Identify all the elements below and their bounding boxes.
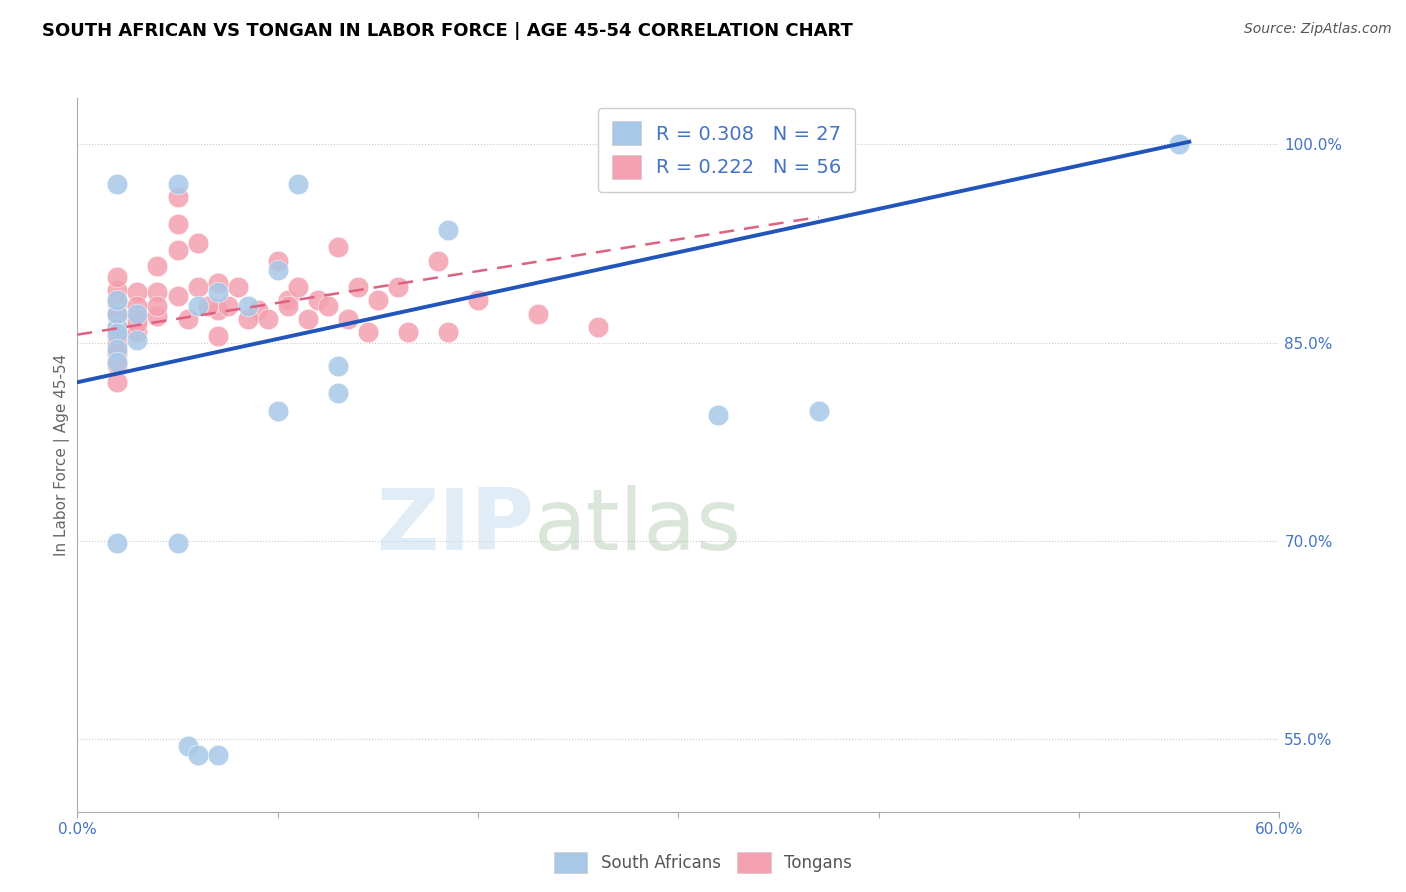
Point [107,296,129,310]
Point [166,243,188,257]
Point [166,217,188,231]
Point [166,190,188,204]
Point [256,311,278,326]
Point [437,325,460,339]
Point [127,311,149,326]
Point [467,293,489,308]
Point [107,306,129,320]
Point [527,306,550,320]
Point [297,311,319,326]
Point [336,311,359,326]
Point [127,306,149,320]
Point [146,285,169,300]
Point [1168,137,1191,152]
Point [107,319,129,334]
Point [146,259,169,273]
Point [197,299,219,313]
Point [107,283,129,297]
Point [277,299,299,313]
Text: ZIP: ZIP [377,484,534,568]
Point [287,280,309,294]
Point [207,329,229,343]
Point [307,293,329,308]
Point [267,404,290,418]
Point [427,253,450,268]
Point [287,177,309,191]
Point [326,385,349,400]
Point [226,280,249,294]
Point [207,276,229,290]
Point [107,293,129,308]
Point [186,747,209,762]
Point [207,747,229,762]
Point [588,319,610,334]
Point [127,299,149,313]
Point [326,359,349,374]
Point [127,285,149,300]
Point [146,309,169,323]
Point [107,326,129,341]
Point [107,355,129,369]
Text: atlas: atlas [534,484,742,568]
Point [277,293,299,308]
Point [437,223,460,237]
Point [236,299,259,313]
Point [707,409,730,423]
Y-axis label: In Labor Force | Age 45-54: In Labor Force | Age 45-54 [55,354,70,556]
Point [316,299,339,313]
Point [176,311,198,326]
Point [186,236,209,251]
Point [166,289,188,303]
Point [107,376,129,390]
Point [127,325,149,339]
Point [186,280,209,294]
Point [146,299,169,313]
Point [357,325,380,339]
Text: SOUTH AFRICAN VS TONGAN IN LABOR FORCE | AGE 45-54 CORRELATION CHART: SOUTH AFRICAN VS TONGAN IN LABOR FORCE |… [42,22,853,40]
Point [267,253,290,268]
Point [387,280,409,294]
Point [107,346,129,360]
Point [207,302,229,317]
Point [217,299,239,313]
Point [267,263,290,277]
Point [127,316,149,330]
Point [107,358,129,372]
Point [127,333,149,347]
Point [166,177,188,191]
Point [207,285,229,300]
Point [186,299,209,313]
Legend: R = 0.308   N = 27, R = 0.222   N = 56: R = 0.308 N = 27, R = 0.222 N = 56 [598,108,855,193]
Point [107,177,129,191]
Point [107,306,129,320]
Point [107,335,129,350]
Point [347,280,370,294]
Point [107,322,129,336]
Point [107,536,129,550]
Point [326,240,349,254]
Point [367,293,389,308]
Point [107,269,129,284]
Point [176,739,198,753]
Point [166,536,188,550]
Legend: South Africans, Tongans: South Africans, Tongans [547,846,859,880]
Point [246,302,269,317]
Point [107,329,129,343]
Point [236,311,259,326]
Point [107,309,129,323]
Point [107,319,129,334]
Point [807,404,830,418]
Point [107,342,129,356]
Text: Source: ZipAtlas.com: Source: ZipAtlas.com [1244,22,1392,37]
Point [396,325,419,339]
